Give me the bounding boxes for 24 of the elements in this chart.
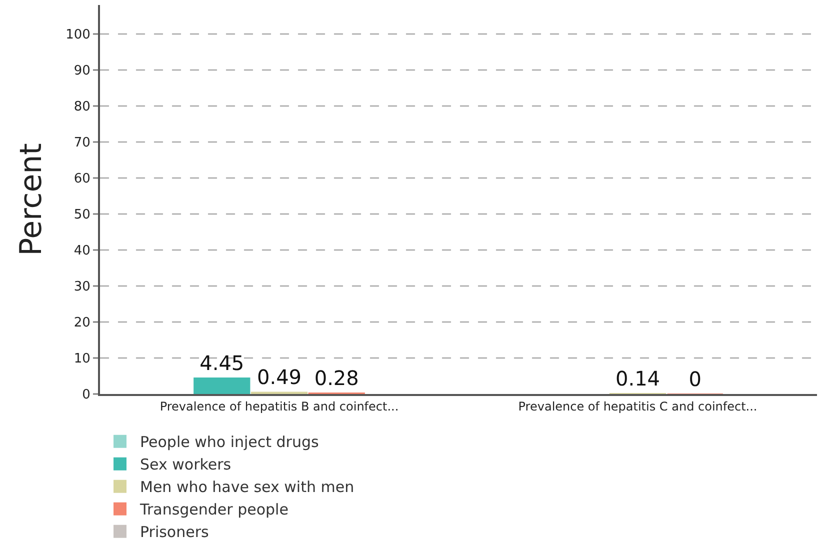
y-tick-label: 60 [74,171,90,186]
y-tick-label: 80 [74,99,90,114]
y-tick-label: 90 [74,63,90,78]
data-label: 0 [688,367,702,391]
data-label: 0.28 [314,366,359,390]
data-label: 0.14 [615,366,660,390]
y-tick-label: 70 [74,135,90,150]
y-tick-label: 10 [74,352,90,367]
y-tick-label: 20 [74,316,90,331]
legend-label: Prisoners [140,523,210,542]
y-tick-label: 0 [82,388,90,403]
y-tick-label: 30 [74,279,90,294]
data-label: 4.45 [200,350,244,375]
y-axis-title: Percent [14,142,50,256]
legend-label: Transgender people [139,500,288,519]
y-tick-label: 50 [74,207,90,222]
y-tick-label: 40 [74,243,90,258]
x-tick-label: Prevalence of hepatitis C and coinfect... [518,399,758,414]
x-tick-label: Prevalence of hepatitis B and coinfect... [160,399,399,414]
legend-label: Sex workers [140,456,232,474]
legend-label: People who inject drugs [140,433,320,452]
legend-label: Men who have sex with men [140,478,354,496]
data-label: 0.49 [256,365,302,390]
y-tick-label: 100 [66,27,90,42]
